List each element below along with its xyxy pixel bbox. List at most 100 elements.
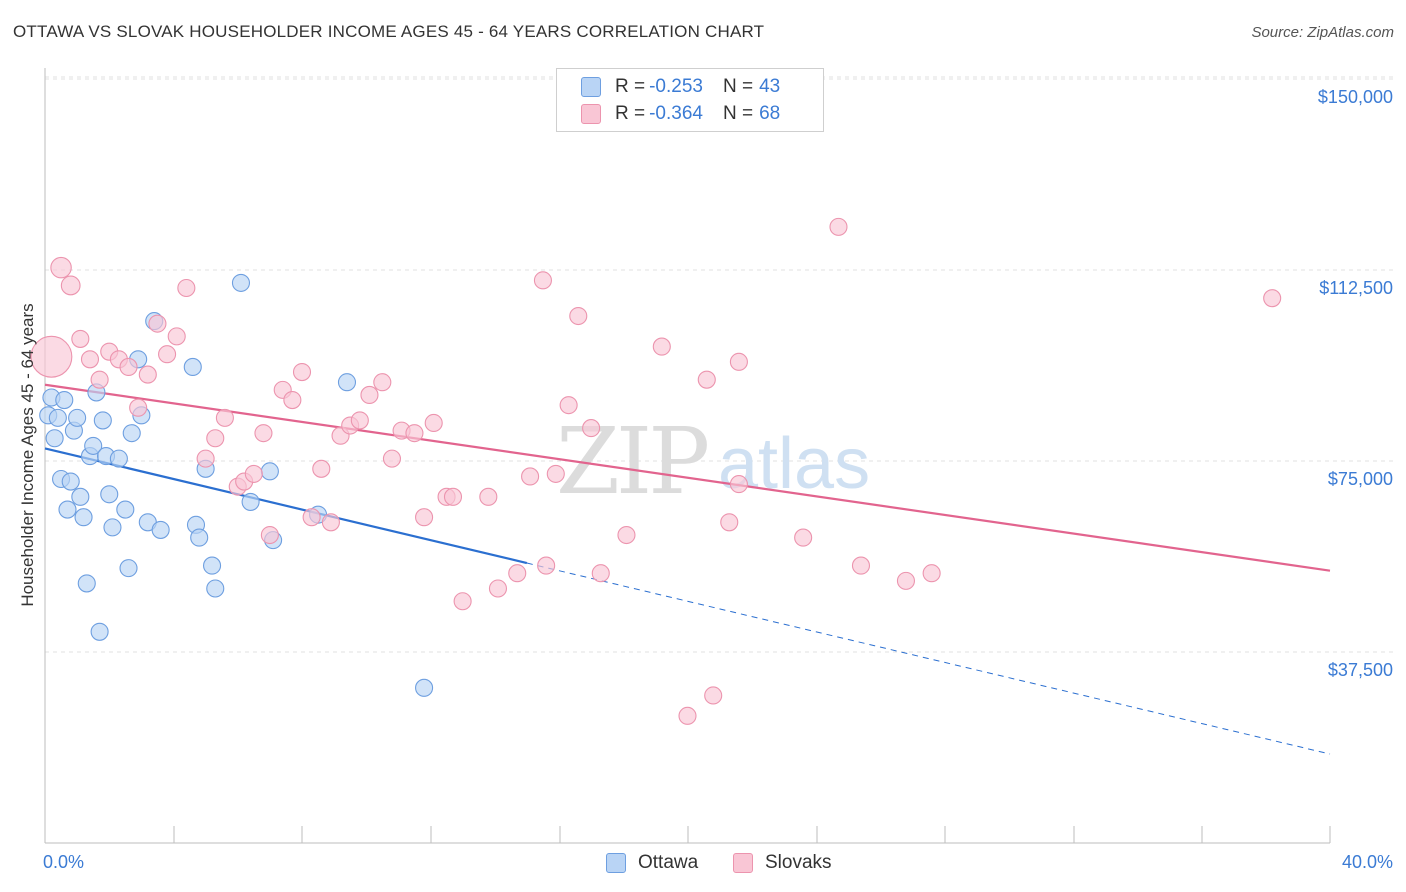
slovaks-point	[569, 306, 588, 326]
slovaks-point	[704, 686, 723, 705]
ottawa-point	[100, 485, 119, 504]
slovaks-point	[729, 352, 748, 371]
series-legend: Ottawa Slovaks	[0, 852, 1406, 878]
slovaks-point	[415, 508, 434, 527]
ottawa-legend-label: Ottawa	[638, 852, 699, 873]
ottawa-legend-swatch	[606, 853, 626, 873]
slovaks-point	[30, 335, 73, 378]
slovaks-point	[720, 513, 739, 532]
ottawa-point	[74, 508, 93, 527]
slovaks-point	[283, 391, 302, 410]
slovaks-point	[559, 396, 578, 415]
slovaks-legend-swatch	[733, 853, 753, 873]
slovaks-point	[829, 217, 848, 236]
slovaks-point	[488, 579, 508, 598]
slovaks-point	[260, 525, 279, 545]
slovaks-point	[167, 327, 186, 346]
slovaks-point	[119, 357, 138, 376]
slovaks-point	[922, 564, 941, 583]
data-points	[30, 217, 1282, 725]
ottawa-point	[415, 678, 434, 697]
slovaks-point	[80, 350, 100, 369]
slovaks-point	[60, 275, 81, 296]
n-label: N =	[722, 103, 754, 124]
slovaks-point	[158, 345, 177, 364]
slovaks-point	[350, 411, 369, 430]
ottawa-point	[48, 408, 67, 427]
slovaks-point	[244, 464, 263, 483]
ottawa-point	[122, 424, 141, 443]
slovaks-point	[382, 449, 402, 468]
ottawa-point	[71, 487, 90, 506]
r-label: R =	[615, 76, 646, 97]
slovaks-point	[302, 508, 321, 527]
y-tick-label: $75,000	[1328, 469, 1393, 489]
legend-row-slovaks: R = -0.364 N = 68	[557, 101, 780, 127]
slovaks-legend-label: Slovaks	[765, 852, 832, 873]
ottawa-point	[93, 411, 112, 430]
ottawa-r-value: -0.253	[649, 76, 703, 97]
slovaks-point	[453, 592, 472, 611]
ottawa-point	[190, 528, 209, 547]
ottawa-point	[116, 500, 135, 519]
ottawa-point	[84, 436, 103, 455]
legend-item-ottawa: Ottawa	[606, 852, 698, 874]
axes	[44, 68, 1331, 844]
slovaks-point	[90, 370, 109, 389]
ottawa-point	[260, 462, 279, 481]
slovaks-point	[508, 564, 527, 583]
slovaks-point	[546, 464, 565, 483]
slovaks-point	[794, 528, 813, 547]
ottawa-point	[241, 492, 260, 511]
slovaks-r-value: -0.364	[649, 103, 703, 124]
slovaks-point	[533, 271, 552, 290]
slovaks-point	[177, 278, 196, 298]
slovaks-point	[537, 556, 556, 575]
ottawa-point	[183, 357, 202, 376]
slovaks-point	[206, 429, 225, 448]
slovaks-point	[582, 419, 601, 438]
ottawa-point	[90, 622, 109, 641]
slovaks-point	[652, 337, 671, 356]
ottawa-point	[119, 559, 138, 578]
stats-legend: R = -0.253 N = 43 R = -0.364 N = 68	[556, 68, 824, 132]
slovaks-point	[697, 370, 716, 389]
slovaks-point	[71, 329, 90, 348]
slovaks-point	[292, 362, 312, 382]
n-label: N =	[722, 76, 754, 97]
slovaks-swatch	[581, 104, 601, 124]
y-tick-label: $150,000	[1318, 87, 1393, 107]
slovaks-point	[729, 475, 748, 494]
ottawa-point	[103, 518, 122, 537]
slovaks-point	[196, 449, 215, 468]
ottawa-point	[231, 273, 251, 292]
ottawa-point	[203, 556, 222, 575]
slovaks-point	[521, 467, 540, 486]
ottawa-point	[206, 579, 225, 598]
ottawa-swatch	[581, 77, 601, 97]
slovaks-point	[254, 424, 273, 443]
ottawa-point	[337, 373, 357, 392]
ottawa-point	[58, 500, 77, 519]
slovaks-point	[851, 556, 871, 575]
slovaks-point	[896, 571, 916, 590]
ottawa-point	[55, 391, 74, 410]
ottawa-n-value: 43	[759, 76, 781, 97]
slovaks-point	[321, 513, 340, 532]
slovaks-point	[479, 487, 498, 506]
slovaks-point	[50, 256, 72, 279]
slovaks-point	[215, 408, 234, 427]
grid-lines	[45, 76, 1395, 653]
slovaks-point	[360, 385, 379, 405]
ottawa-point	[61, 472, 80, 491]
slovaks-point	[1263, 289, 1282, 308]
r-label: R =	[615, 103, 646, 124]
slovaks-n-value: 68	[759, 103, 781, 124]
source-label: Source: ZipAtlas.com	[1251, 24, 1394, 41]
slovaks-point	[148, 314, 167, 333]
trend-lines	[44, 383, 1331, 755]
chart-title: OTTAWA VS SLOVAK HOUSEHOLDER INCOME AGES…	[13, 22, 765, 41]
slovaks-point	[617, 525, 636, 545]
y-tick-label: $37,500	[1328, 660, 1393, 680]
